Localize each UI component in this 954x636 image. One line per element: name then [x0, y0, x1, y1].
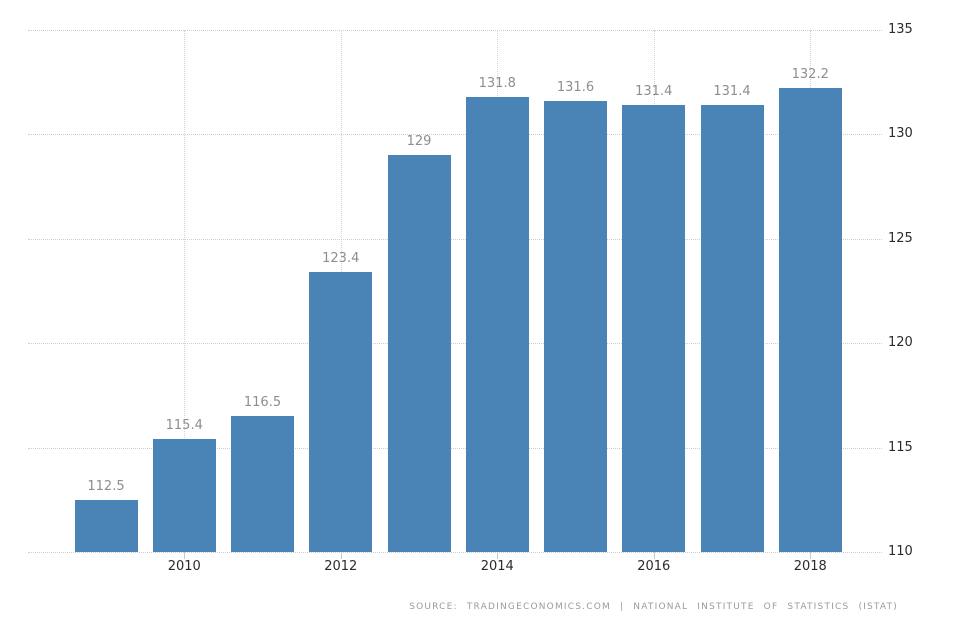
y-gridline: [28, 238, 882, 240]
x-tick-label: 2016: [637, 559, 671, 574]
x-tick-mark: [497, 552, 499, 559]
bar-2012[interactable]: [309, 272, 373, 552]
y-tick-label: 110: [888, 544, 913, 559]
bar-2011[interactable]: [231, 416, 294, 552]
bar-value-label: 131.4: [635, 84, 673, 100]
y-gridline: [28, 134, 882, 136]
y-tick-label: 120: [888, 335, 913, 351]
bar-2017[interactable]: [700, 105, 764, 552]
bar-2016[interactable]: [622, 105, 686, 552]
x-tick-label: 2014: [480, 559, 514, 574]
bar-2010[interactable]: [152, 439, 216, 552]
bar-value-label: 131.8: [478, 75, 516, 91]
x-tick-mark: [810, 552, 812, 559]
y-gridline: [28, 447, 882, 449]
bar-2018[interactable]: [778, 88, 842, 552]
bar-value-label: 131.6: [556, 79, 595, 95]
x-tick-mark: [653, 552, 655, 559]
y-gridline: [28, 30, 882, 31]
bar-2015[interactable]: [544, 100, 607, 552]
bar-value-label: 131.4: [713, 84, 751, 100]
plot-area: 112.5 115.4 116.5 123.4 129 131.8 131.6 131.4 13…: [28, 30, 882, 553]
source-attribution: SOURCE: TRADINGECONOMICS.COM | NATIONAL …: [409, 602, 898, 612]
bar-2013[interactable]: [387, 155, 451, 552]
x-tick-label: 2018: [793, 559, 827, 574]
y-gridline: [28, 552, 882, 553]
x-tick-mark: [184, 552, 186, 559]
bar-value-label: 132.2: [791, 67, 829, 83]
bar-value-label: 115.4: [165, 418, 203, 434]
x-gridline: [184, 30, 186, 552]
y-gridline: [28, 343, 882, 345]
bar-2009[interactable]: [74, 499, 138, 552]
bar-2014[interactable]: [465, 96, 529, 552]
bar-value-label: 112.5: [87, 478, 125, 494]
bar-value-label: 116.5: [243, 395, 282, 411]
y-tick-label: 115: [888, 439, 913, 455]
y-tick-label: 135: [888, 22, 913, 37]
x-tick-mark: [340, 552, 342, 559]
x-tick-label: 2012: [324, 559, 358, 574]
x-tick-label: 2010: [167, 559, 201, 574]
bar-value-label: 123.4: [322, 251, 360, 267]
y-tick-label: 130: [888, 126, 913, 142]
y-tick-label: 125: [888, 230, 913, 246]
bar-value-label: 129: [406, 134, 432, 150]
